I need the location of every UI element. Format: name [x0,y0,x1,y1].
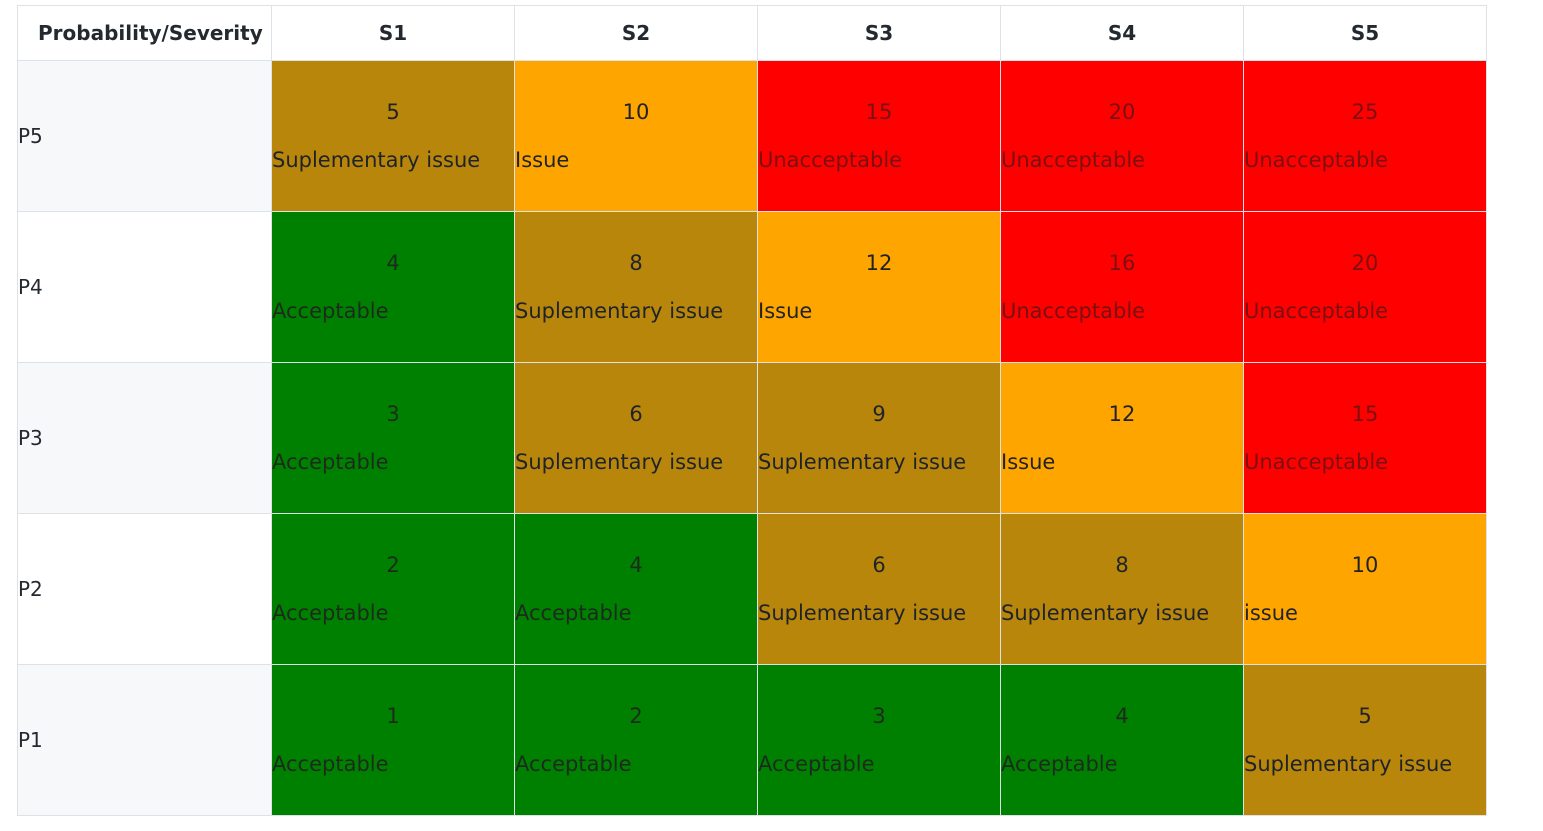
risk-cell: 2 Acceptable [514,664,758,816]
risk-score: 25 [1351,100,1379,124]
risk-score: 3 [386,402,400,426]
risk-cell: 1 Acceptable [271,664,515,816]
risk-score: 6 [872,553,886,577]
risk-cell: 15 Unacceptable [757,60,1001,212]
risk-label: Acceptable [272,299,389,323]
column-header-s4: S4 [1000,5,1244,61]
risk-cell: 5 Suplementary issue [1243,664,1487,816]
risk-cell: 3 Acceptable [757,664,1001,816]
risk-score: 1 [386,704,400,728]
matrix-row: P5 5 Suplementary issue 10 Issue 15 Unacceptab… [17,60,1487,212]
risk-label: Acceptable [515,601,632,625]
risk-label: issue [1244,601,1298,625]
risk-label: Suplementary issue [515,450,724,474]
risk-score: 9 [872,402,886,426]
risk-label: Acceptable [1001,752,1118,776]
risk-label: Unacceptable [1001,148,1146,172]
risk-score: 20 [1108,100,1136,124]
matrix-row: P4 4 Acceptable 8 Suplementary issue 12 Issue 1… [17,211,1487,363]
row-label: P3 [17,362,272,514]
risk-cell: 15 Unacceptable [1243,362,1487,514]
risk-cell: 20 Unacceptable [1000,60,1244,212]
risk-cell: 20 Unacceptable [1243,211,1487,363]
risk-score: 15 [1351,402,1379,426]
risk-label: Acceptable [272,752,389,776]
risk-cell: 8 Suplementary issue [514,211,758,363]
risk-label: Acceptable [272,601,389,625]
risk-cell: 5 Suplementary issue [271,60,515,212]
risk-label: Issue [1001,450,1056,474]
risk-cell: 8 Suplementary issue [1000,513,1244,665]
risk-score: 10 [1351,553,1379,577]
column-header-s2: S2 [514,5,758,61]
risk-score: 16 [1108,251,1136,275]
row-label: P5 [17,60,272,212]
risk-score: 5 [386,100,400,124]
row-label: P1 [17,664,272,816]
risk-score: 2 [386,553,400,577]
risk-score: 8 [629,251,643,275]
risk-label: Unacceptable [1244,299,1389,323]
risk-score: 4 [1115,704,1129,728]
risk-cell: 16 Unacceptable [1000,211,1244,363]
risk-cell: 9 Suplementary issue [757,362,1001,514]
header-row: Probability/Severity S1 S2 S3 S4 S5 [17,5,1487,61]
risk-matrix-table: Probability/Severity S1 S2 S3 S4 S5 P5 5 S… [17,5,1487,816]
corner-header: Probability/Severity [17,5,272,61]
risk-label: Suplementary issue [1001,601,1210,625]
risk-score: 12 [1108,402,1136,426]
risk-cell: 10 issue [1243,513,1487,665]
risk-cell: 12 Issue [757,211,1001,363]
risk-label: Suplementary issue [758,601,967,625]
risk-score: 8 [1115,553,1129,577]
risk-cell: 3 Acceptable [271,362,515,514]
row-label: P4 [17,211,272,363]
column-header-s1: S1 [271,5,515,61]
risk-label: Suplementary issue [515,299,724,323]
risk-score: 3 [872,704,886,728]
risk-label: Unacceptable [1244,148,1389,172]
risk-label: Issue [515,148,570,172]
risk-score: 4 [386,251,400,275]
risk-cell: 2 Acceptable [271,513,515,665]
risk-score: 20 [1351,251,1379,275]
risk-label: Suplementary issue [1244,752,1453,776]
column-header-s3: S3 [757,5,1001,61]
risk-score: 12 [865,251,893,275]
risk-label: Unacceptable [1244,450,1389,474]
risk-cell: 4 Acceptable [1000,664,1244,816]
risk-cell: 4 Acceptable [271,211,515,363]
matrix-body: P5 5 Suplementary issue 10 Issue 15 Unacceptab… [17,60,1487,816]
row-label: P2 [17,513,272,665]
risk-score: 4 [629,553,643,577]
risk-cell: 6 Suplementary issue [757,513,1001,665]
risk-label: Issue [758,299,813,323]
risk-cell: 25 Unacceptable [1243,60,1487,212]
risk-score: 2 [629,704,643,728]
risk-label: Acceptable [758,752,875,776]
risk-score: 6 [629,402,643,426]
risk-label: Acceptable [272,450,389,474]
matrix-row: P1 1 Acceptable 2 Acceptable 3 Acceptable 4 Acce… [17,664,1487,816]
risk-score: 10 [622,100,650,124]
risk-score: 5 [1358,704,1372,728]
risk-cell: 6 Suplementary issue [514,362,758,514]
risk-label: Unacceptable [758,148,903,172]
matrix-row: P2 2 Acceptable 4 Acceptable 6 Suplementary is… [17,513,1487,665]
risk-label: Suplementary issue [272,148,481,172]
column-header-s5: S5 [1243,5,1487,61]
risk-cell: 12 Issue [1000,362,1244,514]
risk-label: Acceptable [515,752,632,776]
risk-cell: 10 Issue [514,60,758,212]
risk-cell: 4 Acceptable [514,513,758,665]
risk-label: Suplementary issue [758,450,967,474]
risk-label: Unacceptable [1001,299,1146,323]
risk-score: 15 [865,100,893,124]
matrix-row: P3 3 Acceptable 6 Suplementary issue 9 Supleme… [17,362,1487,514]
